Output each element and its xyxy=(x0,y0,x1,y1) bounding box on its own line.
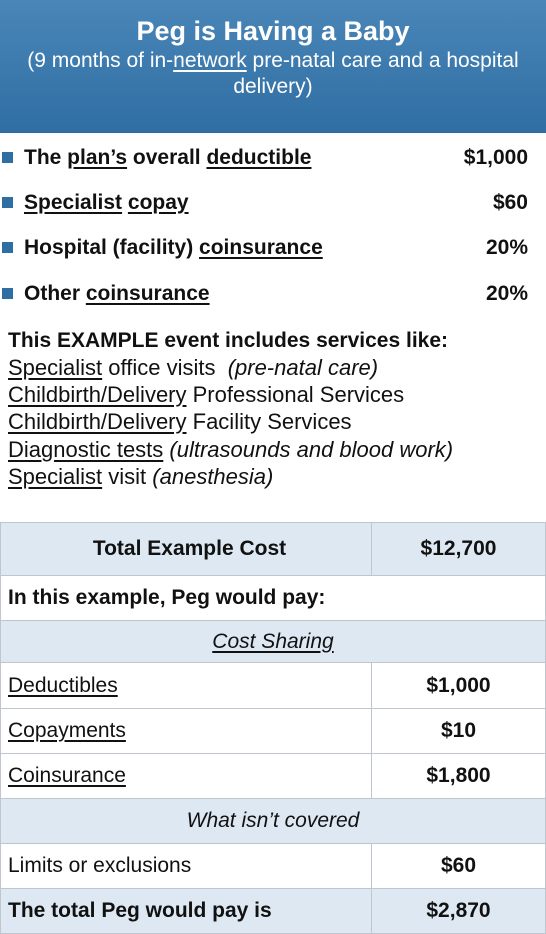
term: Copayments xyxy=(8,719,126,742)
row-label: Limits or exclusions xyxy=(0,843,372,889)
plan-label: Other coinsurance xyxy=(24,282,210,306)
service: Specialist visit (anesthesia) xyxy=(8,463,273,490)
term: Deductibles xyxy=(8,673,118,697)
note: (ultrasounds and blood work) xyxy=(169,437,454,462)
text: office visits xyxy=(102,355,228,380)
text: Other xyxy=(24,282,86,305)
intro: In this example, Peg would pay: xyxy=(0,575,546,621)
bullet xyxy=(2,288,13,299)
term: Diagnostic tests xyxy=(8,437,164,462)
text: The xyxy=(24,146,68,169)
bullet xyxy=(2,152,13,163)
term: Childbirth/Delivery xyxy=(8,382,187,407)
service: Diagnostic tests (ultrasounds and blood … xyxy=(8,436,453,463)
term: Specialist xyxy=(8,464,103,489)
text: visit xyxy=(102,464,153,489)
term: Specialist xyxy=(8,355,103,380)
term: coinsurance xyxy=(85,282,210,305)
plan-value: 20% xyxy=(485,236,528,259)
section-heading: What isn’t covered xyxy=(0,798,546,844)
term: Coinsurance xyxy=(8,764,126,787)
title: Peg is Having a Baby xyxy=(136,16,410,46)
plan-value: 20% xyxy=(485,282,528,305)
subtitle-text: pre-natal care and a hospital delivery) xyxy=(233,49,519,98)
plan-label: The plan’s overall deductible xyxy=(24,146,311,170)
plan-label: Hospital (facility) coinsurance xyxy=(24,236,323,260)
text: Hospital (facility) xyxy=(24,236,200,259)
section-heading: Cost Sharing xyxy=(0,620,546,663)
services-heading: This EXAMPLE event includes services lik… xyxy=(8,329,449,352)
term: deductible xyxy=(206,146,312,169)
section-title: What isn’t covered xyxy=(186,809,360,832)
total-value: $12,700 xyxy=(371,522,546,576)
header: Peg is Having a Baby (9 months of in-net… xyxy=(0,0,546,133)
note: (anesthesia) xyxy=(152,464,274,489)
row-label: Coinsurance xyxy=(0,753,372,799)
term: Childbirth/Delivery xyxy=(8,409,187,434)
final-label: The total Peg would pay is xyxy=(0,888,372,934)
term: Specialist xyxy=(24,191,123,214)
subtitle: (9 months of in-network pre-natal care a… xyxy=(10,48,536,100)
service: Childbirth/Delivery Facility Services xyxy=(8,408,352,435)
row-value: $1,000 xyxy=(371,662,546,709)
row-value: $1,800 xyxy=(371,753,546,799)
text: overall xyxy=(127,146,207,169)
service: Childbirth/Delivery Professional Service… xyxy=(8,381,404,408)
subtitle-link: network xyxy=(173,49,247,72)
text: Facility Services xyxy=(186,409,352,434)
subtitle-text: (9 months of in- xyxy=(27,49,174,72)
plan-label: Specialist copay xyxy=(24,191,189,215)
row-value: $60 xyxy=(371,843,546,889)
text: Professional Services xyxy=(186,382,405,407)
term: coinsurance xyxy=(199,236,323,259)
term: copay xyxy=(127,191,189,214)
plan-value: $1,000 xyxy=(463,146,528,169)
bullet xyxy=(2,242,13,253)
final-value: $2,870 xyxy=(371,888,546,934)
term: plan’s xyxy=(67,146,128,169)
plan-value: $60 xyxy=(492,191,528,214)
bullet xyxy=(2,197,13,208)
service: Specialist office visits (pre-natal care… xyxy=(8,354,378,381)
section-title: Cost Sharing xyxy=(212,629,334,653)
row-label: Deductibles xyxy=(0,662,372,709)
row-value: $10 xyxy=(371,708,546,754)
row-label: Copayments xyxy=(0,708,372,754)
total-label: Total Example Cost xyxy=(0,522,372,576)
note: (pre-natal care) xyxy=(227,355,379,380)
